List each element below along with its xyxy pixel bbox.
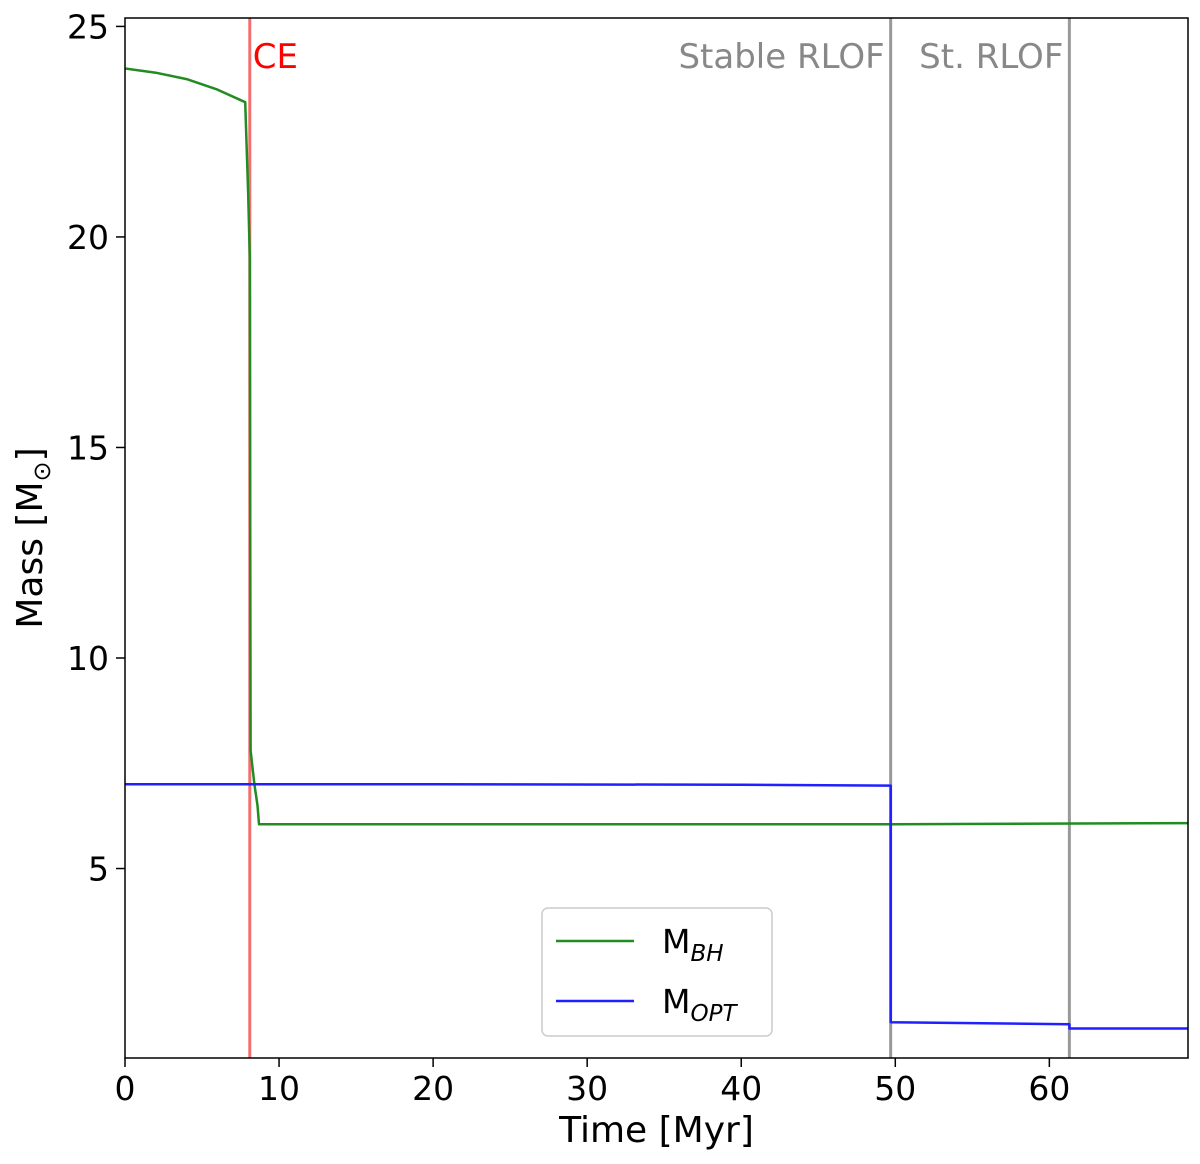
event-lines: CE Stable RLOF St. RLOF bbox=[248, 18, 1071, 1058]
x-tick-label-3: 30 bbox=[566, 1069, 608, 1108]
legend: MBH MOPT bbox=[541, 907, 773, 1037]
y-axis-label: Mass [M⊙] bbox=[10, 447, 56, 628]
y-axis-label-close: ] bbox=[10, 447, 51, 461]
legend-label-1: MOPT bbox=[662, 982, 738, 1027]
event-label-2: St. RLOF bbox=[919, 37, 1063, 77]
x-axis-label: Time [Myr] bbox=[558, 1110, 754, 1151]
y-tick-label-3: 20 bbox=[67, 218, 109, 257]
legend-box bbox=[541, 907, 773, 1037]
series-line-bh bbox=[124, 67, 1189, 826]
axis-ticks: 0 10 20 30 40 50 60 5 10 15 20 25 bbox=[67, 7, 1070, 1108]
x-tick-label-1: 10 bbox=[258, 1069, 300, 1108]
x-tick-label-4: 40 bbox=[720, 1069, 762, 1108]
series-line-opt bbox=[125, 783, 1188, 1030]
y-tick-label-1: 10 bbox=[67, 639, 109, 678]
event-label-0: CE bbox=[253, 37, 298, 77]
x-tick-label-5: 50 bbox=[874, 1069, 916, 1108]
legend-label-0: MBH bbox=[662, 922, 724, 967]
plot-area-frame bbox=[124, 17, 1189, 1059]
y-tick-label-4: 25 bbox=[67, 7, 109, 46]
x-tick-label-0: 0 bbox=[115, 1069, 136, 1108]
y-axis-label-symbol: ⊙ bbox=[28, 461, 56, 481]
x-tick-label-6: 60 bbox=[1028, 1069, 1070, 1108]
series-lines bbox=[124, 67, 1189, 1030]
y-axis-label-text: Mass [M bbox=[10, 481, 51, 628]
x-tick-label-2: 20 bbox=[412, 1069, 454, 1108]
y-tick-label-0: 5 bbox=[88, 850, 109, 889]
y-tick-label-2: 15 bbox=[67, 428, 109, 467]
event-label-1: Stable RLOF bbox=[678, 37, 884, 77]
